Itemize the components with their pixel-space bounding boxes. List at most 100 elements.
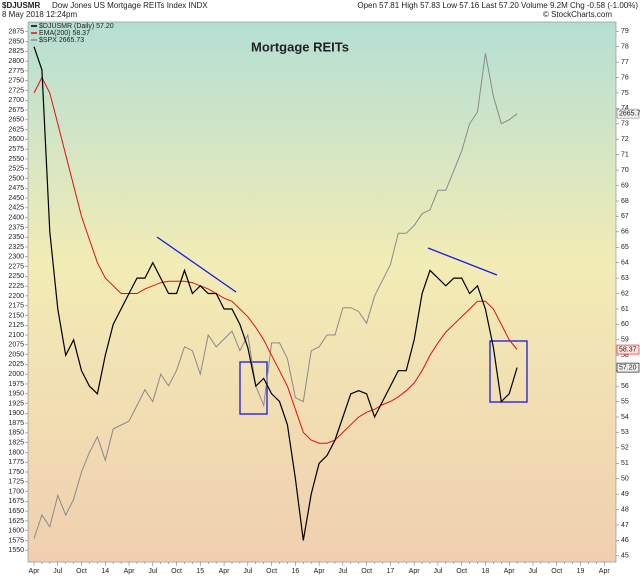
x-tick-label: Jul [528, 568, 537, 575]
y2-tick-label: 68 [621, 198, 629, 205]
trendline [427, 247, 498, 276]
y-tick-label: 2600 [8, 136, 24, 143]
y-tick-label: 1875 [8, 420, 24, 427]
x-tick-label: Jul [53, 568, 62, 575]
x-tick-label: 19 [577, 568, 585, 575]
y-tick-label: 2675 [8, 107, 24, 114]
y-tick-label: 2000 [8, 371, 24, 378]
y-tick-label: 1975 [8, 381, 24, 388]
y2-tick-label: 76 [621, 74, 629, 81]
x-tick-label: Oct [456, 568, 467, 575]
x-tick-label: 15 [196, 568, 204, 575]
y-tick-label: 2450 [8, 195, 24, 202]
x-tick-label: 16 [291, 568, 299, 575]
y-tick-label: 2325 [8, 244, 24, 251]
y-tick-label: 1575 [8, 537, 24, 544]
y-tick-label: 2475 [8, 185, 24, 192]
y-tick-label: 2275 [8, 263, 24, 270]
x-tick-label: Oct [551, 568, 562, 575]
x-tick-label: Apr [409, 568, 421, 575]
y2-tick-label: 45 [621, 553, 629, 560]
x-tick-label: Jul [338, 568, 347, 575]
y-tick-label: 2025 [8, 361, 24, 368]
y-tick-label: 2300 [8, 254, 24, 261]
x-tick-label: 18 [482, 568, 490, 575]
highlight-box [489, 340, 528, 403]
y-tick-label: 2075 [8, 342, 24, 349]
y2-tick-label: 79 [621, 28, 629, 35]
plot-area [27, 21, 617, 563]
y2-tick-label: 47 [621, 522, 629, 529]
date: 8 May 2018 12:24pm [2, 10, 77, 19]
y-tick-label: 1825 [8, 439, 24, 446]
y-tick-label: 1775 [8, 459, 24, 466]
y2-tick-label: 59 [621, 337, 629, 344]
annotations [156, 236, 528, 415]
y2-tick-label: 65 [621, 244, 629, 251]
y-tick-label: 1550 [8, 547, 24, 554]
x-tick-label: Apr [124, 568, 136, 575]
last-value-label: 58.37 [619, 346, 637, 353]
y2-tick-label: 49 [621, 491, 629, 498]
y2-tick-label: 77 [621, 59, 629, 66]
y-tick-label: 2550 [8, 156, 24, 163]
last-value-label: 2665.7 [619, 111, 640, 118]
x-tick-label: 14 [101, 568, 109, 575]
y2-tick-label: 51 [621, 460, 629, 467]
series-line [33, 53, 518, 539]
x-tick-label: Oct [76, 568, 87, 575]
y2-tick-label: 54 [621, 414, 629, 421]
y-tick-label: 2775 [8, 68, 24, 75]
y2-tick-label: 60 [621, 321, 629, 328]
legend-label: $DJUSMR (Daily) 57.20 [39, 23, 114, 30]
y-tick-label: 2625 [8, 126, 24, 133]
series-line [33, 76, 518, 444]
x-tick-label: Oct [171, 568, 182, 575]
x-tick-label: Oct [266, 568, 277, 575]
y-tick-label: 2425 [8, 205, 24, 212]
y2-tick-label: 66 [621, 229, 629, 236]
x-tick-label: Oct [361, 568, 372, 575]
y-tick-label: 2575 [8, 146, 24, 153]
y2-tick-label: 72 [621, 136, 629, 143]
y-tick-label: 2400 [8, 214, 24, 221]
y-tick-label: 1700 [8, 488, 24, 495]
y2-tick-label: 56 [621, 383, 629, 390]
y2-tick-label: 63 [621, 275, 629, 282]
quote: Open 57.81 High 57.83 Low 57.16 Last 57.… [357, 1, 638, 10]
y-tick-label: 2250 [8, 273, 24, 280]
y-tick-label: 2500 [8, 175, 24, 182]
y-tick-label: 1725 [8, 479, 24, 486]
x-tick-label: 17 [387, 568, 395, 575]
y2-tick-label: 53 [621, 429, 629, 436]
y2-tick-label: 73 [621, 121, 629, 128]
x-tick-label: Apr [599, 568, 611, 575]
y-tick-label: 2700 [8, 97, 24, 104]
y-tick-label: 2850 [8, 38, 24, 45]
credit: © StockCharts.com [543, 10, 612, 19]
highlight-box [239, 361, 268, 415]
y2-tick-label: 61 [621, 306, 629, 313]
y-tick-label: 2825 [8, 48, 24, 55]
x-tick-label: Apr [29, 568, 41, 575]
y-tick-label: 2750 [8, 78, 24, 85]
y2-tick-label: 78 [621, 44, 629, 51]
y-tick-label: 1750 [8, 469, 24, 476]
y2-tick-label: 50 [621, 476, 629, 483]
y2-tick-label: 52 [621, 445, 629, 452]
y2-tick-label: 74 [621, 105, 629, 112]
x-tick-label: Jul [148, 568, 157, 575]
x-tick-label: Jul [243, 568, 252, 575]
x-tick-label: Apr [219, 568, 231, 575]
y-tick-label: 2100 [8, 332, 24, 339]
y-tick-label: 1800 [8, 449, 24, 456]
y-tick-label: 1950 [8, 391, 24, 398]
last-value-box [616, 344, 640, 355]
y2-tick-label: 75 [621, 90, 629, 97]
legend-label: $SPX 2665.73 [39, 37, 84, 44]
y2-tick-label: 46 [621, 537, 629, 544]
y-tick-label: 1925 [8, 400, 24, 407]
y2-tick-label: 69 [621, 182, 629, 189]
chart-title: Mortgage REITs [251, 39, 349, 54]
